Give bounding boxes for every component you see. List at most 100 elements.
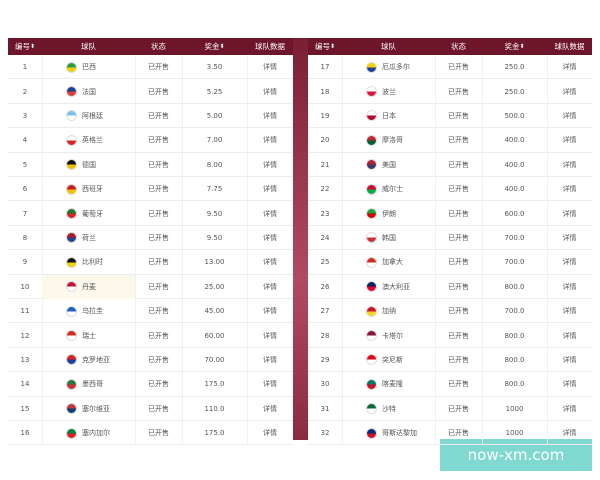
detail-link[interactable]: 详情 bbox=[562, 111, 577, 120]
status: 已开售 bbox=[448, 404, 469, 413]
prize: 400.0 bbox=[504, 136, 525, 145]
team: 威尔士 bbox=[342, 177, 435, 201]
column-divider bbox=[247, 55, 248, 446]
status: 已开售 bbox=[148, 160, 169, 169]
flag-icon bbox=[66, 134, 77, 146]
prize: 1000 bbox=[505, 429, 524, 438]
status: 已开售 bbox=[148, 331, 169, 340]
column-header[interactable]: 编号 bbox=[8, 38, 42, 55]
detail-link[interactable]: 详情 bbox=[562, 258, 577, 267]
status: 已开售 bbox=[148, 404, 169, 413]
prize: 600.0 bbox=[504, 209, 525, 218]
rank: 29 bbox=[320, 355, 330, 364]
prize: 175.0 bbox=[204, 380, 225, 389]
row-divider bbox=[308, 346, 592, 348]
flag-icon bbox=[366, 232, 377, 244]
team: 德国 bbox=[42, 153, 135, 177]
team: 荷兰 bbox=[42, 226, 135, 250]
rank: 23 bbox=[320, 209, 330, 218]
detail-link[interactable]: 详情 bbox=[263, 429, 277, 438]
row-divider bbox=[8, 224, 293, 226]
prize: 60.00 bbox=[204, 331, 225, 340]
row-divider bbox=[8, 298, 293, 299]
column-divider bbox=[342, 55, 343, 446]
prize: 1000 bbox=[505, 404, 524, 413]
detail-link[interactable]: 详情 bbox=[562, 307, 577, 316]
detail-link[interactable]: 详情 bbox=[562, 185, 577, 194]
team: 巴西 bbox=[42, 55, 135, 79]
flag-icon bbox=[366, 354, 377, 366]
team-name: 加纳 bbox=[382, 307, 396, 316]
flag-icon bbox=[66, 281, 77, 293]
status: 已开售 bbox=[148, 258, 169, 267]
detail-link[interactable]: 详情 bbox=[562, 355, 577, 364]
detail-link[interactable]: 详情 bbox=[263, 355, 277, 364]
status: 已开售 bbox=[148, 63, 169, 72]
row-divider bbox=[308, 176, 592, 177]
column-divider bbox=[547, 55, 548, 446]
detail-link[interactable]: 详情 bbox=[562, 429, 577, 438]
team: 摩洛哥 bbox=[342, 128, 435, 152]
detail-link[interactable]: 详情 bbox=[263, 87, 277, 96]
detail-link[interactable]: 详情 bbox=[263, 136, 277, 145]
detail-link[interactable]: 详情 bbox=[263, 233, 277, 242]
detail-link[interactable]: 详情 bbox=[562, 209, 577, 218]
team: 墨西哥 bbox=[42, 372, 135, 396]
detail-link[interactable]: 详情 bbox=[562, 331, 577, 340]
detail-link[interactable]: 详情 bbox=[562, 282, 577, 291]
team: 加拿大 bbox=[342, 250, 435, 274]
team: 突尼斯 bbox=[342, 348, 435, 372]
row-divider bbox=[308, 127, 592, 129]
separator bbox=[293, 38, 308, 440]
team-name: 乌拉圭 bbox=[82, 307, 103, 316]
team-name: 威尔士 bbox=[382, 185, 403, 194]
column-header: 球队 bbox=[342, 38, 435, 55]
detail-link[interactable]: 详情 bbox=[263, 185, 277, 194]
row-divider bbox=[8, 395, 293, 397]
rank: 7 bbox=[22, 209, 28, 218]
team-name: 哥斯达黎加 bbox=[382, 429, 417, 438]
rank: 10 bbox=[20, 282, 30, 291]
prize: 3.50 bbox=[206, 63, 223, 72]
prize: 45.00 bbox=[204, 307, 225, 316]
detail-link[interactable]: 详情 bbox=[263, 404, 277, 413]
row-divider bbox=[308, 200, 592, 202]
detail-link[interactable]: 详情 bbox=[562, 233, 577, 242]
column-header[interactable]: 编号 bbox=[308, 38, 342, 55]
detail-link[interactable]: 详情 bbox=[263, 331, 277, 340]
column-header[interactable]: 奖金 bbox=[482, 38, 547, 55]
row-divider bbox=[8, 444, 293, 446]
column-header[interactable]: 奖金 bbox=[182, 38, 247, 55]
detail-link[interactable]: 详情 bbox=[263, 307, 277, 316]
detail-link[interactable]: 详情 bbox=[263, 282, 277, 291]
column-divider bbox=[135, 55, 136, 446]
rank: 2 bbox=[22, 87, 28, 96]
prize: 700.0 bbox=[504, 233, 525, 242]
detail-link[interactable]: 详情 bbox=[562, 63, 577, 72]
detail-link[interactable]: 详情 bbox=[562, 136, 577, 145]
team: 西班牙 bbox=[42, 177, 135, 201]
team: 法国 bbox=[42, 79, 135, 103]
status: 已开售 bbox=[148, 185, 169, 194]
rank: 14 bbox=[20, 380, 30, 389]
flag-icon bbox=[366, 305, 377, 317]
detail-link[interactable]: 详情 bbox=[263, 209, 277, 218]
detail-link[interactable]: 详情 bbox=[562, 160, 577, 169]
row-divider bbox=[308, 224, 592, 226]
detail-link[interactable]: 详情 bbox=[562, 87, 577, 96]
detail-link[interactable]: 详情 bbox=[263, 160, 277, 169]
rank: 8 bbox=[22, 233, 28, 242]
detail-link[interactable]: 详情 bbox=[263, 380, 277, 389]
detail-link[interactable]: 详情 bbox=[562, 380, 577, 389]
team-name: 阿根廷 bbox=[82, 111, 103, 120]
detail-link[interactable]: 详情 bbox=[263, 258, 277, 267]
column-header: 球队数据 bbox=[247, 38, 293, 55]
rank: 19 bbox=[320, 111, 330, 120]
team-name: 墨西哥 bbox=[82, 380, 103, 389]
flag-icon bbox=[366, 183, 377, 195]
detail-link[interactable]: 详情 bbox=[562, 404, 577, 413]
team: 澳大利亚 bbox=[342, 275, 435, 299]
detail-link[interactable]: 详情 bbox=[263, 111, 277, 120]
rank: 31 bbox=[320, 404, 330, 413]
detail-link[interactable]: 详情 bbox=[263, 63, 277, 72]
